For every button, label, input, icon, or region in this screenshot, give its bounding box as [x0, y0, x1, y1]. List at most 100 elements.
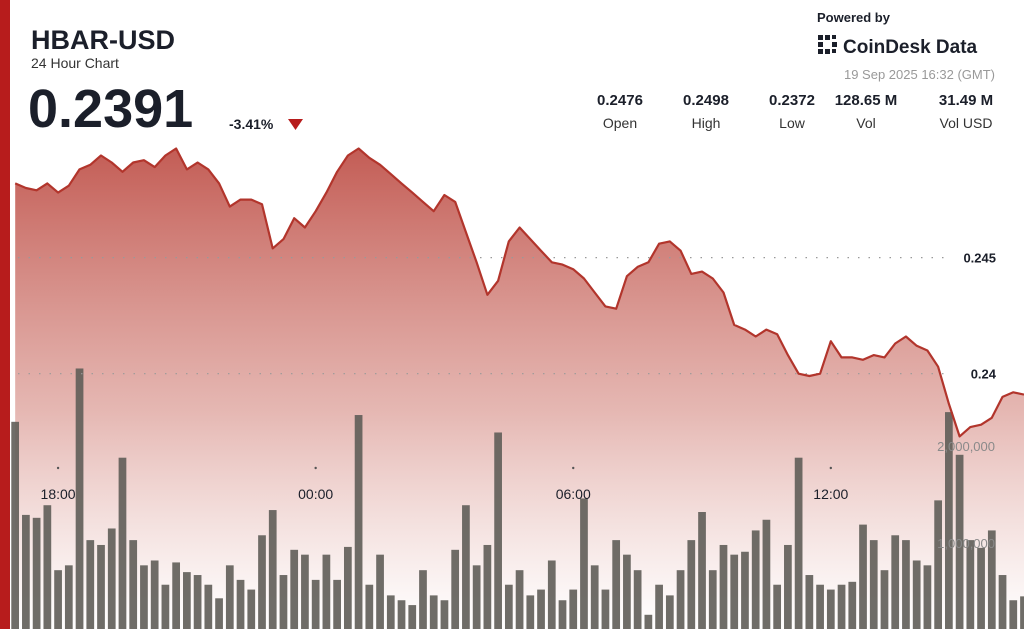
volume-bar	[912, 560, 921, 629]
volume-bar	[558, 600, 567, 629]
volume-bar	[547, 560, 556, 629]
volume-bar	[107, 528, 116, 629]
volume-bar	[977, 547, 985, 629]
symbol: HBAR-USD	[31, 25, 175, 55]
volume-bar	[32, 517, 41, 629]
volume-bar	[268, 510, 277, 629]
stat-label: Low	[779, 115, 806, 131]
price-area	[15, 148, 1024, 629]
volume-bar	[966, 540, 975, 629]
volume-bar	[301, 554, 309, 629]
volume-bar	[322, 554, 331, 629]
stat-value: 128.65 M	[835, 92, 898, 109]
volume-bar	[408, 605, 417, 629]
volume-bar	[784, 544, 792, 629]
volume-bar	[311, 579, 320, 629]
volume-bar	[343, 546, 352, 629]
volume-bar	[569, 589, 578, 629]
volume-bar	[86, 540, 95, 629]
timestamp: 19 Sep 2025 16:32 (GMT)	[844, 67, 995, 82]
volume-bar	[644, 614, 653, 629]
powered-by: Powered by	[817, 10, 891, 25]
volume-bar	[376, 554, 384, 629]
y2-tick-label: 2,000,000	[937, 439, 995, 454]
y2-tick-label: 1,000,000	[937, 536, 995, 551]
accent-bar	[0, 0, 10, 629]
y-tick-label: 0.245	[963, 251, 996, 266]
volume-bar	[708, 570, 717, 629]
volume-bar	[483, 544, 492, 629]
volume-bar	[97, 544, 105, 629]
volume-bar	[504, 584, 513, 629]
x-tick-mark	[829, 466, 833, 470]
volume-bar	[386, 595, 395, 629]
stats: 0.2476 Open 0.2498 High 0.2372 Low 128.65 M Vol…	[597, 92, 993, 131]
stat-value: 31.49 M	[939, 92, 993, 109]
volume-bar	[945, 412, 953, 629]
plot: 0.245 0.24 2,000,000 1,000,000 18:00 00:00 06:…	[11, 147, 1024, 629]
volume-bar	[537, 589, 545, 629]
volume-bar	[934, 500, 943, 629]
y-tick-label: 0.24	[971, 367, 997, 382]
volume-bar	[698, 512, 706, 629]
volume-bar	[751, 530, 760, 629]
volume-bar	[204, 584, 213, 629]
x-tick-label: 12:00	[813, 486, 848, 502]
volume-bar	[161, 584, 170, 629]
stat-value: 0.2498	[683, 92, 729, 109]
volume-bar	[741, 551, 749, 629]
volume-bar	[859, 524, 867, 629]
volume-bar	[826, 589, 835, 629]
volume-bar	[440, 600, 449, 629]
volume-bar	[247, 589, 256, 629]
volume-bar	[172, 562, 181, 629]
volume-bar	[633, 570, 642, 629]
stat-label: High	[692, 115, 721, 131]
volume-bar	[22, 514, 30, 629]
brand: CoinDesk Data	[843, 37, 978, 58]
volume-bar	[773, 584, 782, 629]
volume-bar	[140, 565, 148, 629]
volume-bar	[955, 454, 964, 629]
volume-bar	[623, 554, 631, 629]
volume-bar	[494, 432, 502, 629]
volume-bar	[1009, 600, 1018, 629]
volume-bar	[837, 584, 846, 629]
volume-bar	[43, 505, 52, 629]
x-tick-label: 00:00	[298, 486, 333, 502]
change: -3.41%	[229, 116, 274, 132]
price: 0.2391	[28, 79, 193, 139]
volume-bar	[848, 581, 857, 629]
volume-bar	[880, 570, 889, 629]
volume-bar	[869, 540, 878, 629]
volume-bar	[515, 570, 524, 629]
volume-bar	[665, 595, 674, 629]
volume-bar	[462, 505, 470, 629]
volume-bar	[987, 530, 996, 629]
stat-label: Open	[603, 115, 637, 131]
volume-bar	[354, 415, 363, 629]
volume-bar	[429, 595, 438, 629]
volume-bar	[397, 600, 406, 629]
volume-bar	[451, 549, 460, 629]
brand-logo	[818, 35, 837, 54]
volume-bar	[472, 565, 481, 629]
volume-bar	[225, 565, 234, 629]
price-line	[14, 147, 1024, 438]
subtitle: 24 Hour Chart	[31, 55, 119, 71]
volume-bar	[150, 560, 159, 629]
volume-bar	[612, 540, 621, 629]
volume-bar	[11, 421, 20, 629]
volume-bar	[762, 519, 771, 629]
stat-label: Vol USD	[940, 115, 993, 131]
volume-bar	[1020, 596, 1024, 629]
volume-bar	[290, 549, 299, 629]
volume-bar	[794, 457, 803, 629]
volume-bar	[193, 575, 202, 629]
volume-bar	[998, 575, 1007, 629]
volume-bar	[258, 535, 266, 629]
volume-bar	[333, 579, 341, 629]
volume-bar	[687, 540, 696, 629]
volume-bar	[902, 540, 910, 629]
